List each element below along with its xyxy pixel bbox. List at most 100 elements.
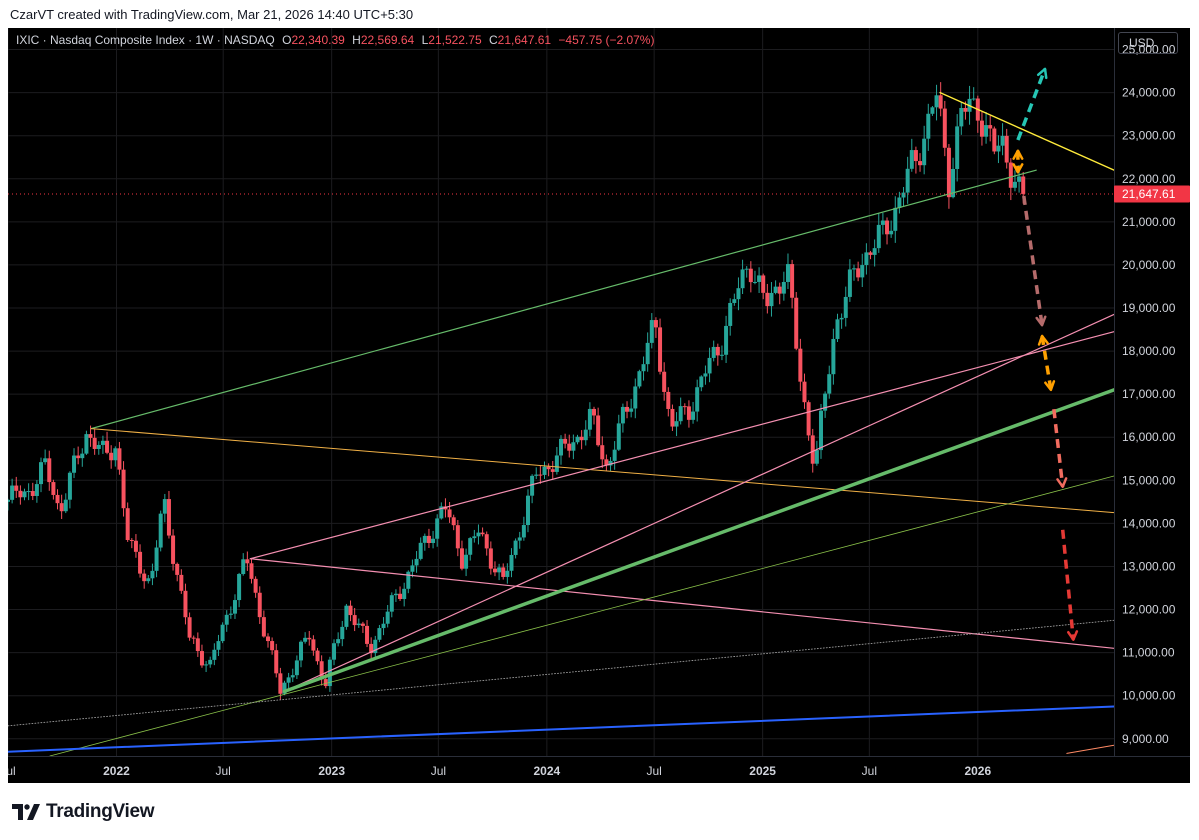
projection-arrow — [1022, 195, 1044, 326]
candle-body — [484, 534, 489, 549]
candle-body — [100, 440, 105, 445]
candle-body — [286, 677, 291, 683]
candle-body — [88, 434, 93, 438]
price-tick-label: 13,000.00 — [1122, 559, 1176, 573]
price-tick-label: 10,000.00 — [1122, 689, 1176, 703]
candle-body — [513, 540, 518, 555]
candle-body — [220, 624, 225, 642]
projection-arrow-head — [1012, 149, 1024, 160]
candle-body — [542, 466, 547, 475]
candle-body — [278, 673, 283, 694]
candle-body — [344, 605, 349, 627]
price-tick-label: 9,000.00 — [1122, 732, 1169, 746]
candle-body — [748, 268, 753, 283]
projection-arrow-head — [1035, 315, 1047, 327]
candle-body — [827, 374, 832, 394]
candle-body — [951, 168, 956, 198]
candle-body — [1017, 176, 1022, 182]
candle-body — [455, 525, 460, 549]
price-tick-label: 11,000.00 — [1122, 646, 1175, 660]
currency-button[interactable]: USD — [1118, 32, 1178, 54]
trendline — [90, 169, 1037, 430]
candle-body — [810, 435, 815, 464]
candle-body — [653, 320, 658, 328]
candle-body — [596, 415, 601, 446]
trendline — [282, 388, 1116, 694]
footer-branding: TradingView — [12, 799, 155, 825]
candle-body — [274, 650, 279, 674]
tradingview-logo-icon — [12, 804, 40, 820]
candle-body — [885, 220, 890, 235]
candle-body — [265, 636, 270, 642]
candle-body — [121, 469, 126, 509]
candle-body — [348, 605, 353, 616]
projection-arrow-head — [1056, 477, 1068, 489]
candle-body — [625, 406, 630, 412]
candle-body — [480, 532, 485, 535]
candle-body — [468, 538, 473, 555]
projection-arrows — [1012, 67, 1079, 641]
candle-body — [666, 391, 671, 409]
candle-body — [732, 299, 737, 303]
candle-body — [356, 623, 361, 626]
price-tick-label: 23,000.00 — [1122, 129, 1176, 143]
chart-credit: CzarVT created with TradingView.com, Mar… — [10, 7, 414, 22]
candle-body — [984, 125, 989, 137]
candle-body — [55, 494, 60, 504]
candle-body — [525, 495, 530, 526]
trendlines — [8, 91, 1116, 757]
low-label: L — [421, 33, 429, 47]
candle-body — [212, 649, 217, 660]
candle-body — [909, 150, 914, 169]
candle-body — [34, 484, 39, 496]
last-price-label: 21,647.61 — [1122, 187, 1176, 201]
candle-body — [389, 595, 394, 612]
candle-body — [307, 637, 312, 640]
candle-body — [488, 548, 493, 569]
candle-body — [133, 540, 138, 552]
candle-body — [129, 539, 134, 541]
candle-body — [158, 513, 163, 548]
candle-body — [992, 128, 997, 152]
trendline — [8, 705, 1115, 753]
last-price-badge: 21,647.61 — [1114, 185, 1190, 203]
candle-body — [92, 437, 97, 449]
time-tick-label: Jul — [862, 764, 877, 778]
candle-body — [385, 611, 390, 624]
symbol-title: IXIC · Nasdaq Composite Index · 1W · NAS… — [16, 33, 275, 47]
candle-body — [228, 613, 233, 615]
candle-body — [199, 651, 204, 666]
candle-body — [563, 438, 568, 444]
candle-body — [765, 292, 770, 307]
candle-body — [30, 491, 35, 496]
candle-body — [583, 429, 588, 441]
candle-body — [728, 302, 733, 326]
candle-body — [299, 641, 304, 661]
candle-body — [270, 641, 275, 651]
price-tick-label: 21,000.00 — [1122, 215, 1176, 229]
candle-body — [43, 458, 48, 463]
price-chart[interactable]: 9,000.00 10,000.00 11,000.00 12,000.00 13,00… — [8, 28, 1190, 783]
candle-body — [938, 95, 943, 109]
candle-body — [232, 600, 237, 614]
candle-body — [249, 563, 254, 579]
price-axis-bg — [1114, 28, 1190, 783]
candle-body — [707, 357, 712, 374]
candle-body — [761, 275, 766, 293]
candle-body — [620, 406, 625, 424]
candle-body — [794, 297, 799, 349]
candle-body — [979, 120, 984, 137]
projection-arrow-head — [1044, 380, 1056, 392]
candle-body — [1008, 162, 1013, 188]
candle-body — [670, 408, 675, 427]
candle-body — [47, 458, 52, 483]
chart-pane[interactable]: 9,000.00 10,000.00 11,000.00 12,000.00 13,00… — [8, 28, 1190, 783]
candle-body — [360, 623, 365, 626]
candle-body — [678, 406, 683, 422]
time-tick-label: Jul — [216, 764, 231, 778]
candle-body — [798, 348, 803, 382]
candle-body — [1000, 135, 1005, 146]
candle-body — [996, 145, 1001, 152]
candle-body — [253, 578, 258, 593]
candle-body — [435, 518, 440, 539]
